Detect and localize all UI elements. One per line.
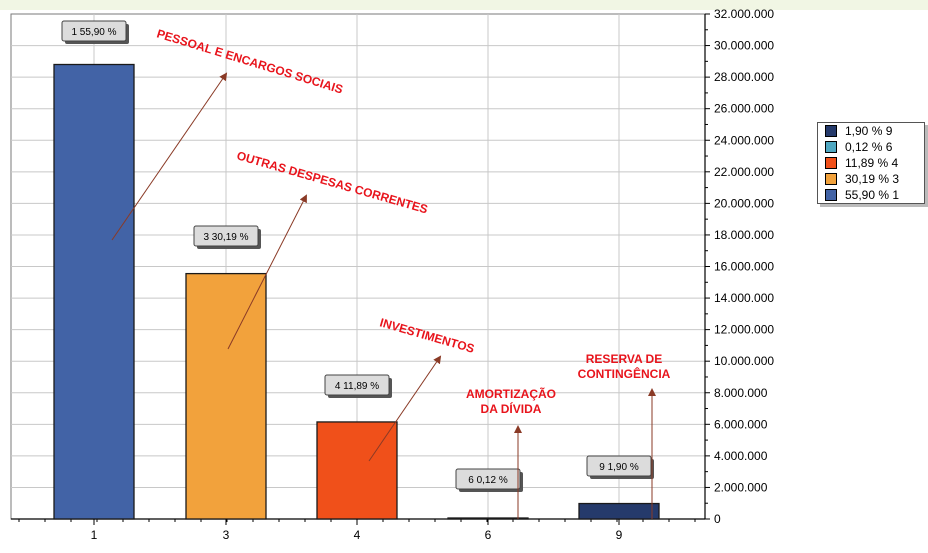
bar-3 xyxy=(185,272,267,520)
y-tick-label: 10.000.000 xyxy=(714,354,774,368)
x-tick-label-4: 4 xyxy=(354,528,361,542)
y-tick-label: 2.000.000 xyxy=(714,480,768,494)
y-tick-label: 26.000.000 xyxy=(714,102,774,116)
annotation-label-6: AMORTIZAÇÃO DA DÍVIDA xyxy=(466,386,556,416)
bar-4 xyxy=(316,421,398,520)
legend-swatch xyxy=(825,173,837,185)
bar-1 xyxy=(53,63,135,520)
annotation-label-9: RESERVA DE CONTINGÊNCIA xyxy=(578,352,671,381)
chart-legend: 1,90 % 9 0,12 % 6 11,89 % 4 30,19 % 3 55,90 … xyxy=(817,122,925,204)
y-tick-label: 32.000.000 xyxy=(714,7,774,21)
annotation-line: AMORTIZAÇÃO xyxy=(466,386,556,401)
x-tick-label-9: 9 xyxy=(616,528,623,542)
x-tick-label-6: 6 xyxy=(485,528,492,542)
legend-label: 0,12 % 6 xyxy=(845,140,893,154)
legend-item: 0,12 % 6 xyxy=(818,139,924,155)
y-tick-label: 28.000.000 xyxy=(714,70,774,84)
legend-item: 11,89 % 4 xyxy=(818,155,924,171)
y-tick-label: 16.000.000 xyxy=(714,260,774,274)
x-tick-label-3: 3 xyxy=(223,528,230,542)
data-label-1: 1 55,90 % xyxy=(71,27,116,38)
data-label-box-9 xyxy=(586,455,652,477)
legend-swatch xyxy=(825,157,837,169)
bar-9 xyxy=(578,502,660,520)
data-label-9: 9 1,90 % xyxy=(599,462,639,473)
legend-label: 30,19 % 3 xyxy=(845,172,900,186)
y-tick-label: 14.000.000 xyxy=(714,291,774,305)
legend-item: 55,90 % 1 xyxy=(818,187,924,203)
y-tick-label: 4.000.000 xyxy=(714,449,768,463)
legend-swatch xyxy=(825,125,837,137)
y-tick-label: 22.000.000 xyxy=(714,165,774,179)
legend-label: 55,90 % 1 xyxy=(845,188,900,202)
data-label-box-3 xyxy=(193,225,259,247)
y-tick-label: 12.000.000 xyxy=(714,323,774,337)
y-tick-label: 18.000.000 xyxy=(714,228,774,242)
legend-label: 11,89 % 4 xyxy=(845,156,899,170)
y-tick-label: 20.000.000 xyxy=(714,196,774,210)
legend-item: 1,90 % 9 xyxy=(818,123,924,139)
legend-swatch xyxy=(825,189,837,201)
y-tick-label: 6.000.000 xyxy=(714,417,768,431)
legend-item: 30,19 % 3 xyxy=(818,171,924,187)
top-band xyxy=(0,0,928,10)
y-tick-label: 30.000.000 xyxy=(714,39,774,53)
y-tick-label: 0 xyxy=(714,512,721,526)
annotation-arrow xyxy=(227,194,307,350)
data-label-4: 4 11,89 % xyxy=(335,381,379,392)
y-tick-label: 8.000.000 xyxy=(714,386,768,400)
annotation-line: DA DÍVIDA xyxy=(481,401,542,416)
data-label-6: 6 0,12 % xyxy=(468,475,508,486)
x-tick-label-1: 1 xyxy=(91,528,98,542)
legend-label: 1,90 % 9 xyxy=(845,124,893,138)
y-tick-label: 24.000.000 xyxy=(714,133,774,147)
annotation-line: CONTINGÊNCIA xyxy=(578,366,671,381)
data-label-3: 3 30,19 % xyxy=(203,232,248,243)
data-label-box-6 xyxy=(455,468,521,490)
legend-swatch xyxy=(825,141,837,153)
annotation-arrow xyxy=(111,72,228,241)
annotation-line: RESERVA DE xyxy=(586,352,662,366)
annotation-arrow xyxy=(368,355,442,462)
data-label-box-1 xyxy=(61,20,127,42)
bar-6 xyxy=(447,517,529,520)
data-label-box-4 xyxy=(324,374,390,396)
